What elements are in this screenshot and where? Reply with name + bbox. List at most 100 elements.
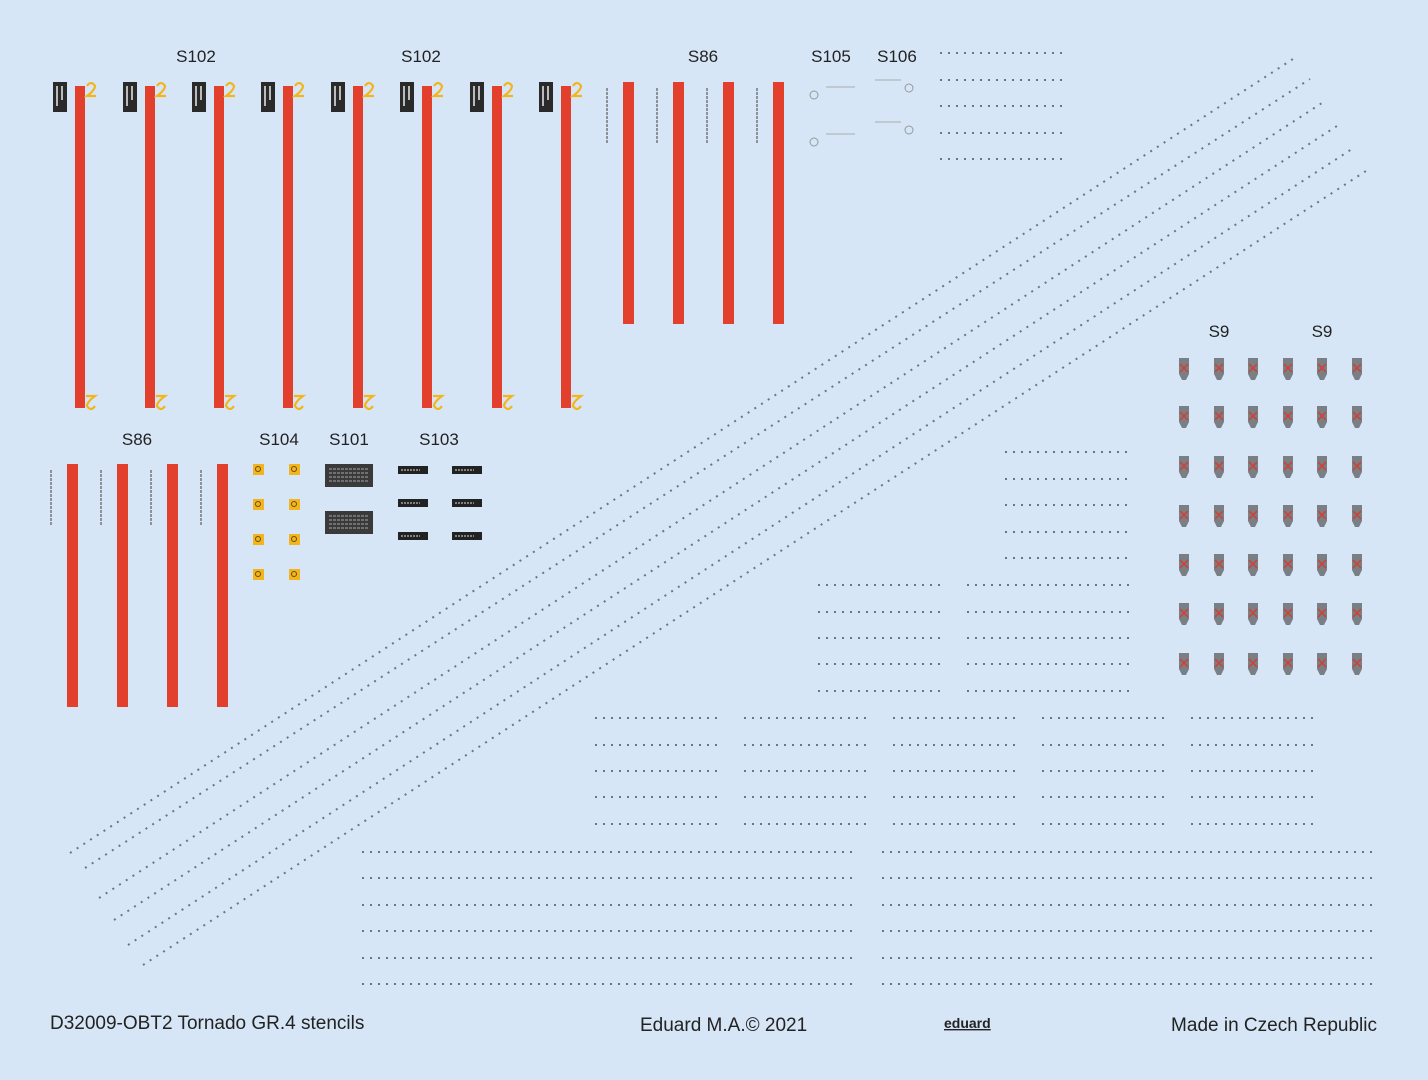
decal-numeral xyxy=(502,394,516,411)
red-stripe xyxy=(623,82,634,324)
black-tag xyxy=(539,82,553,112)
black-tag xyxy=(192,82,206,112)
yellow-stencil xyxy=(253,569,264,580)
tag-text xyxy=(334,86,336,106)
tag-text xyxy=(126,86,128,106)
decal-label: S9 xyxy=(1209,322,1230,341)
decal-label: S86 xyxy=(688,47,718,66)
red-stripe xyxy=(67,464,78,707)
walkway-dots xyxy=(84,78,1311,869)
red-cross xyxy=(1179,658,1189,668)
decal-numeral xyxy=(291,81,305,98)
origin: Made in Czech Republic xyxy=(1171,1015,1377,1036)
copyright: Eduard M.A.© 2021 xyxy=(640,1015,807,1036)
red-cross xyxy=(1179,559,1189,569)
red-cross xyxy=(1214,461,1224,471)
red-cross xyxy=(1352,461,1362,471)
red-cross xyxy=(1179,461,1189,471)
small-stencil xyxy=(904,83,914,93)
tag-text xyxy=(195,86,197,106)
brand-logo: eduard xyxy=(944,1015,991,1031)
tag-text xyxy=(403,86,405,106)
decal-labels: S102 S102 S86 S105 S106 S9 S9 S86 S104 S… xyxy=(122,47,1333,449)
yellow-stencil xyxy=(253,464,264,475)
black-tag xyxy=(53,82,67,112)
red-stripe xyxy=(773,82,784,324)
red-stripe xyxy=(75,86,85,408)
yellow-stencil xyxy=(253,499,264,510)
decal-numeral xyxy=(85,394,99,411)
tag-text xyxy=(473,86,475,106)
red-cross xyxy=(1283,461,1293,471)
yellow-stencil xyxy=(289,569,300,580)
tag-text xyxy=(200,86,202,100)
red-cross xyxy=(1317,461,1327,471)
yellow-stencil xyxy=(289,534,300,545)
sheet-code: D32009-OBT2 Tornado GR.4 stencils xyxy=(50,1013,364,1034)
red-cross xyxy=(1214,608,1224,618)
decal-label: S102 xyxy=(401,47,441,66)
tag-text xyxy=(542,86,544,106)
red-cross xyxy=(1214,363,1224,373)
red-cross xyxy=(1352,608,1362,618)
yellow-stencil-mark xyxy=(255,466,261,472)
tag-text xyxy=(408,86,410,100)
red-cross xyxy=(1283,559,1293,569)
data-plate xyxy=(325,464,373,487)
red-stripe xyxy=(353,86,363,408)
decal-label: S9 xyxy=(1312,322,1333,341)
red-cross xyxy=(1179,510,1189,520)
decal-numeral xyxy=(432,394,446,411)
footer: D32009-OBT2 Tornado GR.4 stencils Eduard… xyxy=(50,1013,1377,1036)
red-cross xyxy=(1317,559,1327,569)
black-tag xyxy=(400,82,414,112)
decal-label: S102 xyxy=(176,47,216,66)
decal-numeral xyxy=(361,81,375,98)
black-tag xyxy=(470,82,484,112)
yellow-stencil-mark xyxy=(255,536,261,542)
red-cross xyxy=(1248,658,1258,668)
red-cross xyxy=(1214,510,1224,520)
decal-label: S103 xyxy=(419,430,459,449)
decal-label: S106 xyxy=(877,47,917,66)
yellow-stencil xyxy=(253,534,264,545)
decal-label: S105 xyxy=(811,47,851,66)
red-cross xyxy=(1179,363,1189,373)
red-cross xyxy=(1317,510,1327,520)
red-cross xyxy=(1317,363,1327,373)
red-cross xyxy=(1283,363,1293,373)
yellow-stencil-mark xyxy=(291,466,297,472)
decal-label: S101 xyxy=(329,430,369,449)
small-stencil xyxy=(809,137,819,147)
red-cross xyxy=(1317,658,1327,668)
red-stripe xyxy=(673,82,684,324)
decal-numeral xyxy=(569,81,583,98)
red-cross xyxy=(1283,658,1293,668)
data-plate xyxy=(325,511,373,534)
red-stripe xyxy=(561,86,571,408)
red-cross xyxy=(1283,608,1293,618)
red-stripe xyxy=(217,464,228,707)
tag-text xyxy=(56,86,58,106)
decal-numeral xyxy=(224,394,238,411)
red-stripe xyxy=(283,86,293,408)
tag-text xyxy=(269,86,271,100)
red-cross xyxy=(1283,411,1293,421)
red-cross xyxy=(1248,411,1258,421)
yellow-stencil xyxy=(289,499,300,510)
decal-label: S104 xyxy=(259,430,299,449)
decal-numeral xyxy=(153,81,167,98)
red-cross xyxy=(1214,658,1224,668)
decal-numeral xyxy=(363,394,377,411)
decal-numeral xyxy=(430,81,444,98)
yellow-stencil-mark xyxy=(291,536,297,542)
red-cross xyxy=(1248,608,1258,618)
yellow-stencil xyxy=(289,464,300,475)
decal-numeral xyxy=(222,81,236,98)
red-cross xyxy=(1317,608,1327,618)
red-cross xyxy=(1352,658,1362,668)
yellow-stencil-mark xyxy=(291,501,297,507)
red-cross xyxy=(1214,559,1224,569)
decal-label: S86 xyxy=(122,430,152,449)
